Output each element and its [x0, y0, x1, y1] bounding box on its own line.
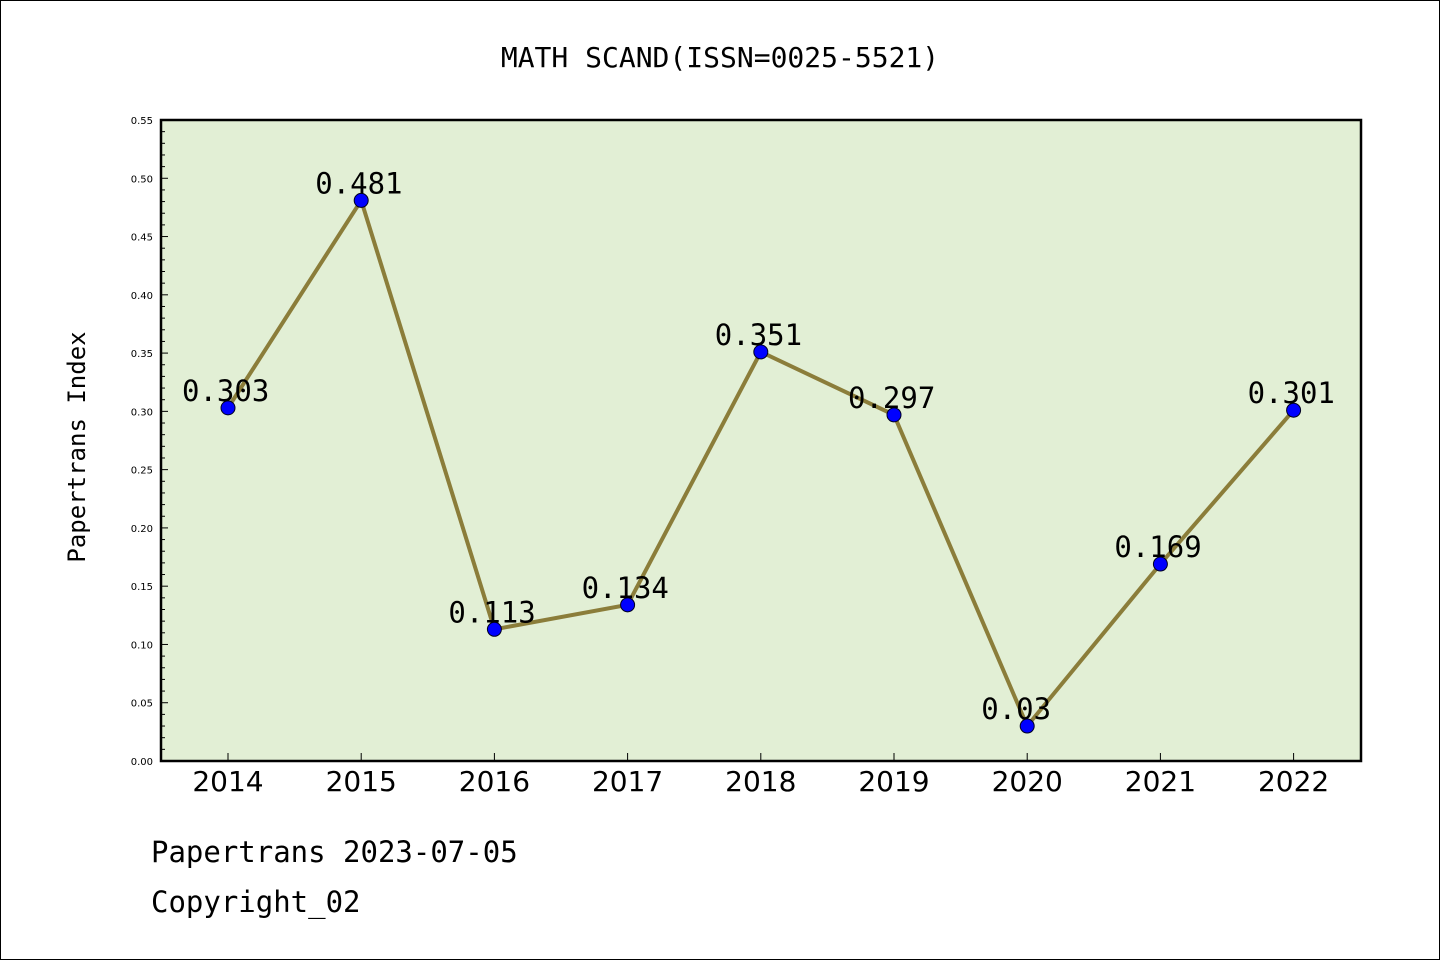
y-tick-label: 0.45: [131, 233, 153, 244]
data-label: 0.351: [715, 318, 802, 352]
x-axis: 2014 2015 2016 2017 2018 2019 2020 2021 2022: [192, 753, 1329, 798]
y-tick-label: 0.40: [131, 291, 153, 302]
data-point: [1286, 402, 1302, 418]
data-point: [486, 621, 502, 637]
x-tick-label: 2014: [192, 765, 263, 798]
data-series: 0.303 0.481 0.113 0.134 0.351 0.297 0.03 0.169 0…: [182, 166, 1335, 734]
x-tick-label: 2016: [459, 765, 530, 798]
data-point: [1152, 556, 1168, 572]
plot-area: [161, 120, 1361, 761]
y-tick-label: 0.30: [131, 407, 153, 418]
data-label: 0.113: [448, 595, 535, 629]
footer-date: Papertrans 2023-07-05: [151, 835, 518, 869]
y-tick-label: 0.00: [131, 757, 153, 768]
y-axis: 0.00 0.05 0.10 0.15 0.20 0.25 0.30 0.35 0.40 0.45…: [131, 116, 168, 768]
y-tick-label: 0.55: [131, 116, 153, 127]
data-point: [353, 192, 369, 208]
data-label: 0.481: [315, 166, 402, 200]
y-tick-label: 0.25: [131, 466, 153, 477]
data-point: [1019, 718, 1035, 734]
data-label: 0.303: [182, 374, 269, 408]
y-tick-label: 0.35: [131, 349, 153, 360]
x-tick-label: 2015: [326, 765, 397, 798]
y-tick-label: 0.20: [131, 524, 153, 535]
x-tick-label: 2019: [858, 765, 929, 798]
data-label: 0.301: [1248, 376, 1335, 410]
y-tick-label: 0.15: [131, 582, 153, 593]
y-axis-label: Papertrans Index: [63, 331, 91, 562]
data-point: [753, 344, 769, 360]
x-tick-label: 2021: [1125, 765, 1196, 798]
data-point: [220, 400, 236, 416]
x-tick-label: 2018: [725, 765, 796, 798]
data-label: 0.297: [848, 381, 935, 415]
data-point: [620, 597, 636, 613]
x-tick-label: 2022: [1258, 765, 1329, 798]
y-tick-label: 0.05: [131, 699, 153, 710]
y-tick-label: 0.50: [131, 174, 153, 185]
footer-copyright: Copyright_02: [151, 885, 361, 919]
y-tick-label: 0.10: [131, 640, 153, 651]
data-label: 0.134: [582, 571, 669, 605]
x-tick-label: 2017: [592, 765, 663, 798]
x-tick-label: 2020: [992, 765, 1063, 798]
data-label: 0.169: [1114, 530, 1201, 564]
data-label: 0.03: [981, 692, 1051, 726]
chart-title: MATH SCAND(ISSN=0025-5521): [501, 41, 939, 74]
plot-border: [159, 118, 1363, 763]
data-point: [886, 407, 902, 423]
